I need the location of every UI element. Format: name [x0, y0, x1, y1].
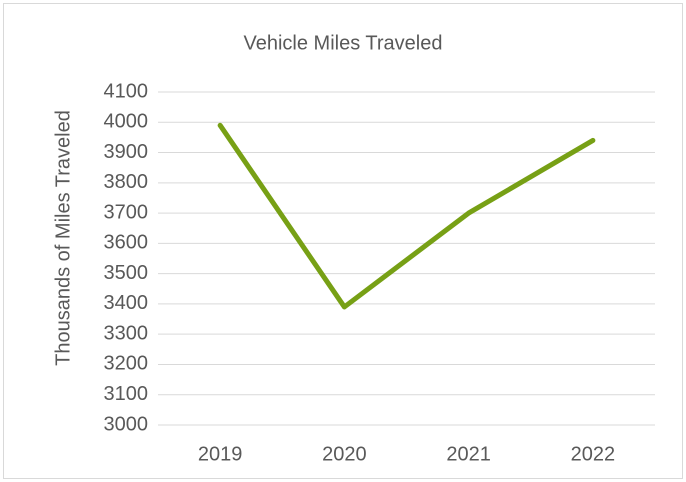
x-tick-label: 2019 [198, 443, 243, 465]
chart-title: Vehicle Miles Traveled [244, 32, 443, 54]
y-tick-label: 3000 [104, 413, 149, 435]
y-tick-label: 3800 [104, 171, 149, 193]
y-tick-label: 3100 [104, 383, 149, 405]
y-tick-label: 3200 [104, 353, 149, 375]
y-tick-label: 3900 [104, 141, 149, 163]
x-tick-label: 2021 [446, 443, 491, 465]
x-tick-label: 2020 [322, 443, 367, 465]
line [217, 122, 596, 310]
y-tick-label: 3300 [104, 322, 149, 344]
y-axis-label: Thousands of Miles Traveled [52, 110, 74, 366]
y-tick-label: 4000 [104, 111, 149, 133]
x-tick-label: 2022 [571, 443, 616, 465]
y-tick-label: 3700 [104, 201, 149, 223]
y-tick-label: 3400 [104, 292, 149, 314]
y-tick-label: 4100 [104, 80, 149, 102]
y-tick-label: 3500 [104, 262, 149, 284]
y-tick-label: 3600 [104, 232, 149, 254]
chart-border [3, 3, 683, 479]
